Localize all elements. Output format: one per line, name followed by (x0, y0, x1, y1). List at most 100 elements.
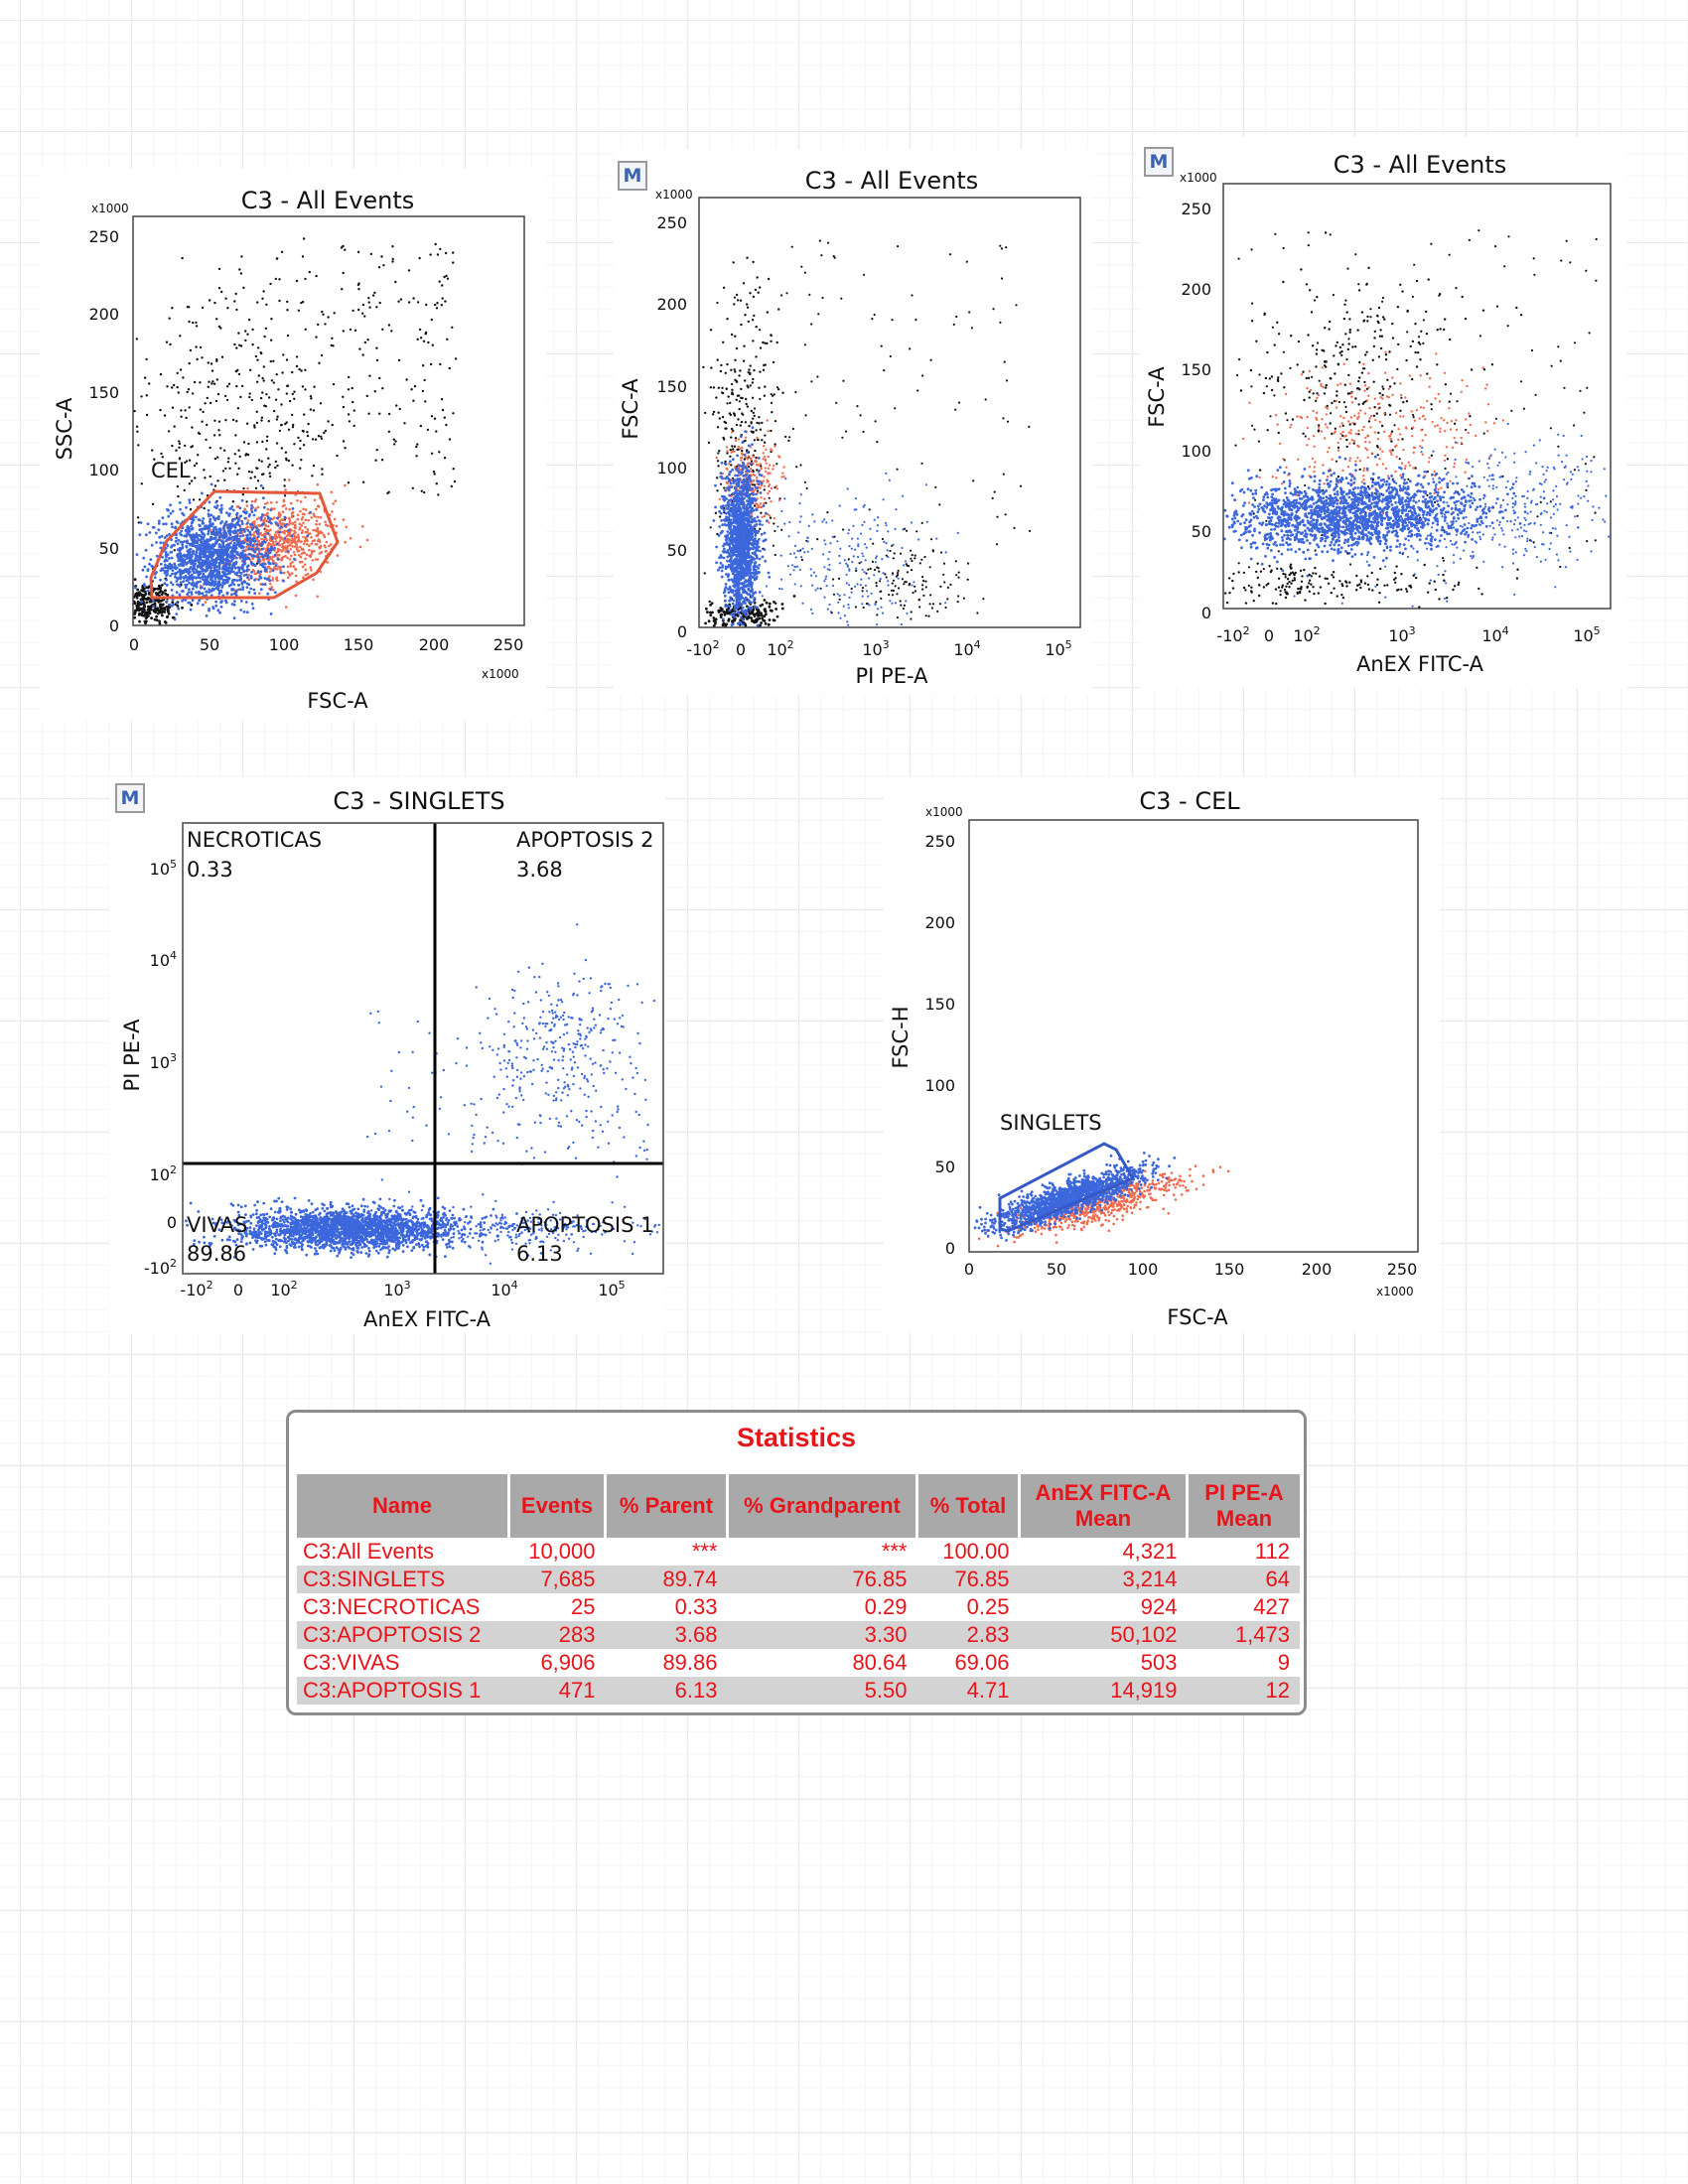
event-dot (158, 619, 161, 623)
event-dot (253, 426, 256, 429)
event-dot (194, 477, 197, 479)
event-dot (233, 453, 236, 456)
event-dot (280, 559, 283, 562)
event-dot (736, 299, 740, 302)
event-dot (165, 553, 168, 557)
event-dot (727, 463, 731, 466)
event-dot (739, 459, 743, 462)
event-dot (271, 577, 275, 580)
event-dot (378, 412, 381, 415)
event-dot (252, 549, 256, 553)
x-tick-label: 150 (344, 635, 374, 654)
event-dot (228, 545, 232, 549)
event-dot (367, 297, 370, 300)
event-dot (260, 419, 263, 422)
event-dot (361, 312, 364, 315)
event-dot (800, 265, 803, 268)
event-dot (246, 486, 249, 490)
event-dot (723, 588, 727, 591)
event-dot (216, 609, 220, 613)
event-dot (266, 507, 270, 511)
event-dot (180, 581, 183, 584)
event-dot (208, 514, 211, 518)
event-dot (756, 469, 759, 472)
event-dot (238, 578, 242, 582)
event-dot (361, 525, 364, 528)
event-dot (749, 502, 752, 506)
event-dot (194, 558, 198, 562)
event-dot (307, 518, 310, 522)
event-dot (284, 554, 287, 558)
event-dot (256, 555, 260, 558)
event-dot (316, 539, 320, 543)
event-dot (724, 583, 728, 586)
gate-cel-polygon[interactable] (149, 489, 340, 600)
event-dot (201, 569, 205, 573)
event-dot (744, 609, 748, 613)
event-dot (416, 301, 420, 304)
event-dot (803, 271, 806, 274)
event-dot (262, 379, 265, 382)
event-dot (795, 466, 798, 469)
event-dot (296, 499, 299, 502)
event-dot (724, 511, 728, 515)
event-dot (751, 396, 755, 399)
event-dot (301, 385, 305, 388)
event-dot (718, 566, 722, 570)
event-dot (741, 622, 745, 626)
event-dot (144, 592, 148, 596)
event-dot (178, 549, 182, 553)
event-dot (744, 474, 748, 477)
event-dot (186, 593, 190, 596)
event-dot (709, 386, 712, 389)
event-dot (303, 413, 306, 416)
event-dot (751, 426, 755, 430)
event-dot (192, 321, 195, 325)
event-dot (365, 538, 369, 542)
event-dot (754, 568, 758, 572)
event-dot (276, 464, 279, 468)
event-dot (767, 430, 770, 433)
event-dot (231, 418, 235, 422)
event-dot (225, 563, 228, 566)
event-dot (770, 340, 773, 342)
event-dot (209, 475, 211, 478)
event-dot (766, 478, 769, 481)
event-dot (747, 530, 750, 534)
event-dot (871, 318, 874, 321)
event-dot (211, 559, 215, 563)
event-dot (229, 556, 233, 560)
m-badge[interactable]: M (618, 161, 647, 191)
event-dot (738, 467, 741, 470)
event-dot (242, 553, 246, 557)
event-dot (263, 577, 267, 580)
event-dot (166, 385, 169, 388)
event-dot (709, 604, 712, 607)
event-dot (746, 451, 749, 455)
event-dot (195, 345, 198, 348)
event-dot (192, 552, 196, 555)
event-dot (758, 473, 762, 477)
event-dot (237, 467, 240, 471)
event-dot (243, 562, 247, 565)
event-dot (764, 538, 768, 541)
event-dot (284, 422, 287, 426)
event-dot (208, 588, 211, 592)
event-dot (159, 541, 163, 544)
event-dot (765, 462, 768, 465)
event-dot (441, 297, 444, 300)
event-dot (728, 585, 732, 589)
event-dot (315, 534, 319, 537)
event-dot (916, 389, 919, 392)
event-dot (283, 536, 287, 540)
event-dot (770, 334, 773, 338)
event-dot (253, 476, 256, 478)
event-dot (274, 460, 278, 464)
event-dot (816, 538, 819, 541)
event-dot (247, 552, 251, 556)
event-dot (967, 562, 970, 565)
event-dot (267, 457, 270, 460)
event-dot (787, 439, 790, 443)
event-dot (723, 613, 727, 616)
event-dot (160, 599, 164, 603)
